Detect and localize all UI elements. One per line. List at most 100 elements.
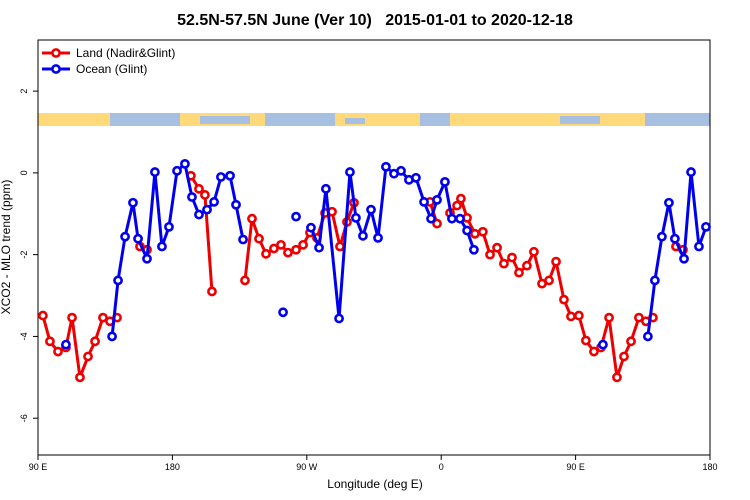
point — [396, 165, 406, 176]
point — [559, 294, 569, 305]
point — [187, 192, 197, 202]
point — [120, 231, 130, 242]
y-tick-label: 2 — [19, 89, 29, 94]
point — [477, 226, 488, 237]
x-tick-label: 180 — [702, 462, 717, 472]
chart-title: 52.5N-57.5N June (Ver 10) 2015-01-01 to … — [177, 12, 573, 29]
point — [98, 312, 108, 323]
point — [566, 311, 576, 322]
point — [180, 158, 190, 169]
legend-marker — [51, 64, 61, 74]
point — [701, 221, 711, 232]
point — [470, 228, 480, 239]
point — [231, 199, 241, 210]
x-tick-label: 180 — [165, 462, 180, 472]
point — [485, 249, 495, 260]
y-tick-label: -6 — [19, 414, 29, 422]
point — [514, 267, 524, 278]
point — [240, 275, 250, 286]
point — [113, 275, 123, 286]
point — [128, 197, 138, 208]
point — [456, 193, 466, 204]
point — [507, 252, 517, 263]
point — [157, 241, 167, 252]
point — [238, 234, 248, 245]
point — [432, 194, 442, 205]
point — [657, 231, 667, 242]
point — [306, 222, 316, 233]
point — [321, 183, 331, 194]
point — [358, 230, 368, 241]
point — [642, 331, 653, 342]
point — [45, 336, 55, 347]
point — [452, 200, 462, 211]
point — [276, 239, 286, 250]
point — [612, 372, 622, 383]
x-axis-title: Longitude (deg E) — [327, 477, 422, 491]
point — [664, 197, 674, 208]
x-tick-label: 0 — [439, 462, 444, 472]
point — [455, 213, 465, 224]
point — [207, 286, 217, 297]
point — [90, 336, 100, 347]
point — [634, 312, 644, 323]
point — [619, 351, 629, 362]
point — [670, 233, 680, 244]
point — [686, 167, 696, 177]
point — [67, 312, 77, 323]
y-tick-label: -2 — [19, 251, 29, 259]
point — [626, 336, 636, 347]
point — [345, 167, 355, 177]
point — [133, 233, 143, 244]
point — [172, 165, 182, 176]
point — [164, 221, 174, 232]
point — [269, 243, 279, 254]
y-tick-label: 0 — [19, 170, 29, 175]
point — [351, 212, 361, 223]
point — [440, 176, 450, 187]
point — [544, 275, 554, 286]
point — [694, 241, 704, 252]
point — [142, 253, 152, 264]
point — [209, 197, 219, 207]
point — [551, 256, 561, 267]
point — [194, 183, 204, 194]
point — [150, 167, 160, 177]
point — [291, 244, 301, 255]
point — [462, 225, 472, 236]
point — [278, 307, 288, 318]
point — [200, 190, 210, 200]
legend-label: Ocean (Glint) — [76, 62, 147, 76]
point — [573, 310, 584, 321]
point — [61, 339, 71, 350]
point — [373, 232, 383, 243]
point — [419, 197, 429, 207]
legend-marker — [51, 48, 61, 58]
point — [432, 218, 442, 229]
point — [298, 239, 308, 250]
point — [83, 351, 93, 362]
point — [499, 258, 509, 269]
map-strip — [38, 113, 710, 126]
point — [492, 242, 502, 253]
point — [598, 339, 608, 350]
point — [202, 204, 212, 215]
y-axis-title: XCO2 - MLO trend (ppm) — [0, 180, 13, 315]
point — [447, 213, 457, 224]
point — [426, 213, 436, 224]
point — [216, 172, 226, 182]
point — [411, 172, 421, 183]
legend-label: Land (Nadir&Glint) — [76, 46, 175, 60]
x-tick-label: 90 E — [566, 462, 585, 472]
point — [261, 248, 271, 259]
point — [334, 313, 344, 324]
point — [247, 213, 257, 224]
point — [194, 209, 204, 220]
point — [107, 331, 117, 342]
point — [225, 170, 235, 181]
series-line — [41, 174, 684, 379]
point — [604, 312, 614, 323]
point — [679, 253, 689, 264]
point — [335, 241, 345, 252]
